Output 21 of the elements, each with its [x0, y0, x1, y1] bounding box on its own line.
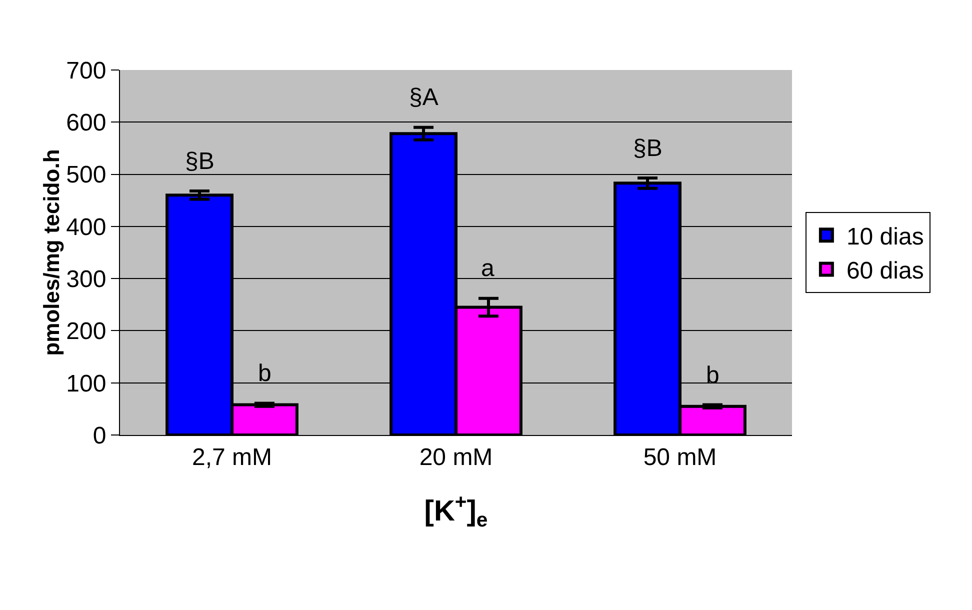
- y-axis-title: pmoles/mg tecido.h: [39, 149, 64, 356]
- annotation: b: [706, 362, 720, 389]
- y-tick-label: 700: [66, 57, 106, 84]
- annotation: §A: [409, 84, 438, 111]
- legend-label: 60 dias: [846, 258, 924, 285]
- y-tick-label: 0: [92, 422, 106, 450]
- x-tick-label: 50 mM: [643, 444, 717, 471]
- x-tick-label: 2,7 mM: [192, 444, 272, 471]
- y-tick-label: 600: [66, 110, 106, 137]
- x-axis-title: [K$^{+}$]$_{e}$: [424, 491, 488, 532]
- annotation: a: [481, 255, 495, 282]
- x-tick-label: 20 mM: [419, 444, 493, 471]
- annotation: §B: [185, 148, 214, 175]
- legend-label: 10 dias: [846, 223, 924, 250]
- annotation: §B: [633, 135, 662, 162]
- y-tick-label: 200: [66, 318, 106, 346]
- annotation: b: [258, 360, 272, 387]
- y-tick-label: 300: [66, 266, 106, 293]
- y-tick-label: 400: [66, 214, 106, 241]
- y-tick-label: 500: [66, 162, 106, 189]
- y-tick-label: 100: [66, 370, 106, 398]
